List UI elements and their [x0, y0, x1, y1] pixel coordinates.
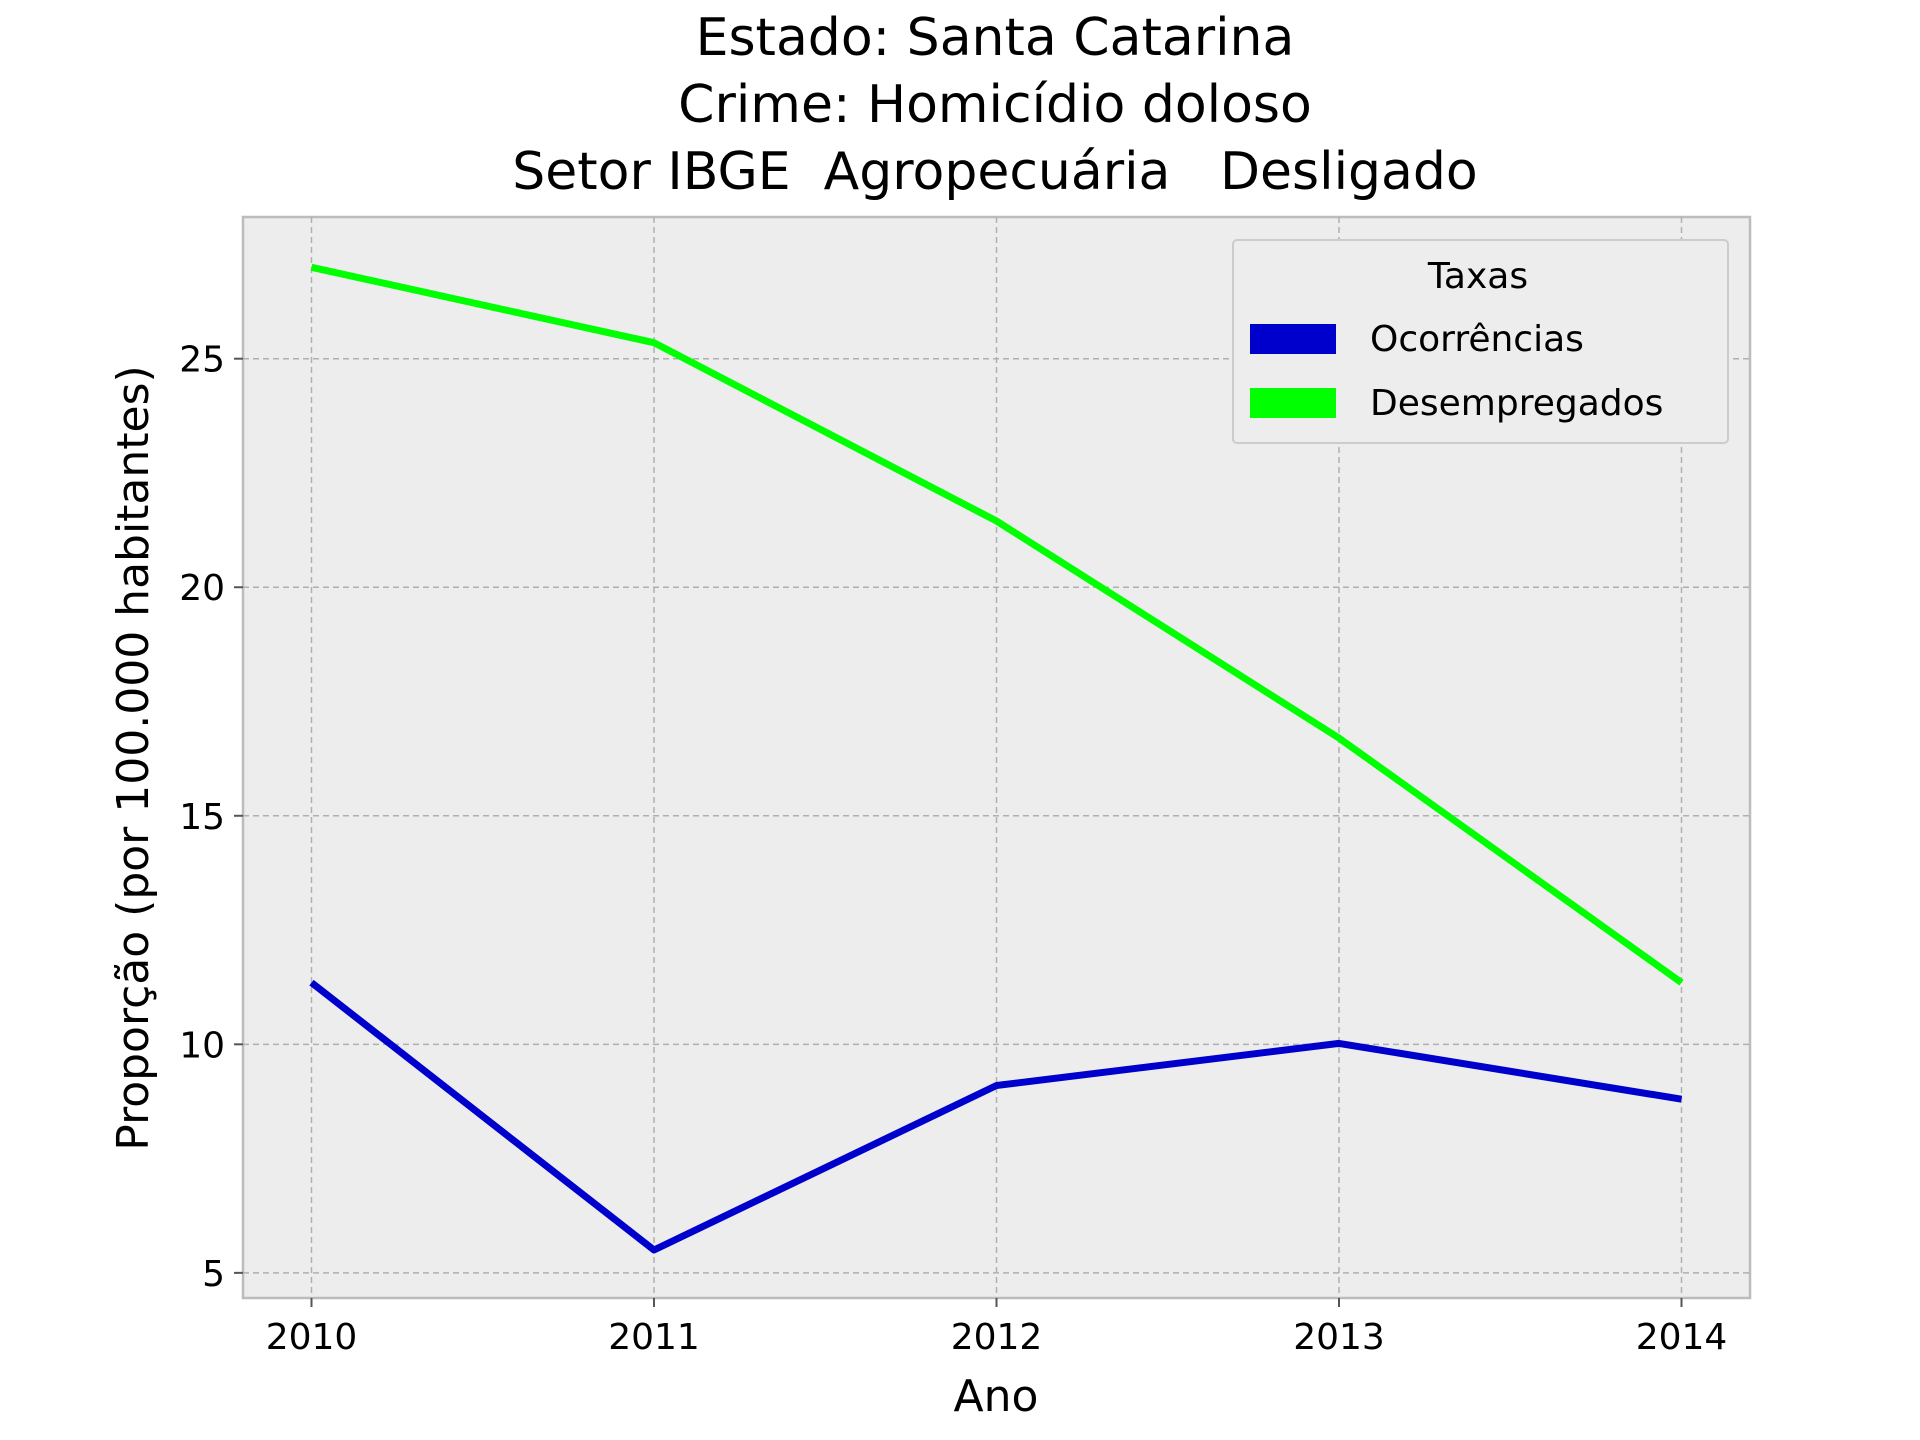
series-line-desempregados: [310, 263, 1684, 986]
axis-ticks: 2010 2011 2012 2013 2014 5 10 15 20 25: [179, 340, 1727, 1358]
x-tick-label: 2010: [266, 1317, 358, 1358]
legend-label-desempregados: Desempregados: [1370, 383, 1663, 424]
x-tick-label: 2012: [951, 1317, 1043, 1358]
x-axis-label: Ano: [954, 1371, 1039, 1422]
y-tick-label: 15: [179, 797, 225, 838]
series-lines: [309, 263, 1684, 1254]
series-line-ocorrencias: [309, 979, 1683, 1254]
title-line-3: Setor IBGE Agropecuária Desligado: [512, 142, 1477, 202]
y-tick-label: 5: [202, 1254, 225, 1295]
legend-swatch-desempregados: [1250, 388, 1336, 418]
legend-swatch-ocorrencias: [1250, 324, 1336, 354]
grid: [243, 217, 1750, 1298]
legend: Taxas Ocorrências Desempregados: [1232, 239, 1729, 444]
legend-label-ocorrencias: Ocorrências: [1370, 319, 1584, 360]
title-line-2: Crime: Homicídio doloso: [678, 75, 1312, 135]
legend-box: [1232, 239, 1729, 444]
y-tick-label: 20: [179, 568, 225, 609]
legend-title: Taxas: [1427, 256, 1528, 297]
y-axis-label: Proporção (por 100.000 habitantes): [108, 365, 159, 1150]
x-tick-label: 2013: [1293, 1317, 1385, 1358]
x-tick-label: 2014: [1636, 1317, 1728, 1358]
y-tick-label: 10: [179, 1025, 225, 1066]
chart-title: Estado: Santa Catarina Crime: Homicídio …: [512, 8, 1477, 202]
y-tick-label: 25: [179, 340, 225, 381]
x-tick-label: 2011: [608, 1317, 700, 1358]
title-line-1: Estado: Santa Catarina: [696, 8, 1295, 68]
